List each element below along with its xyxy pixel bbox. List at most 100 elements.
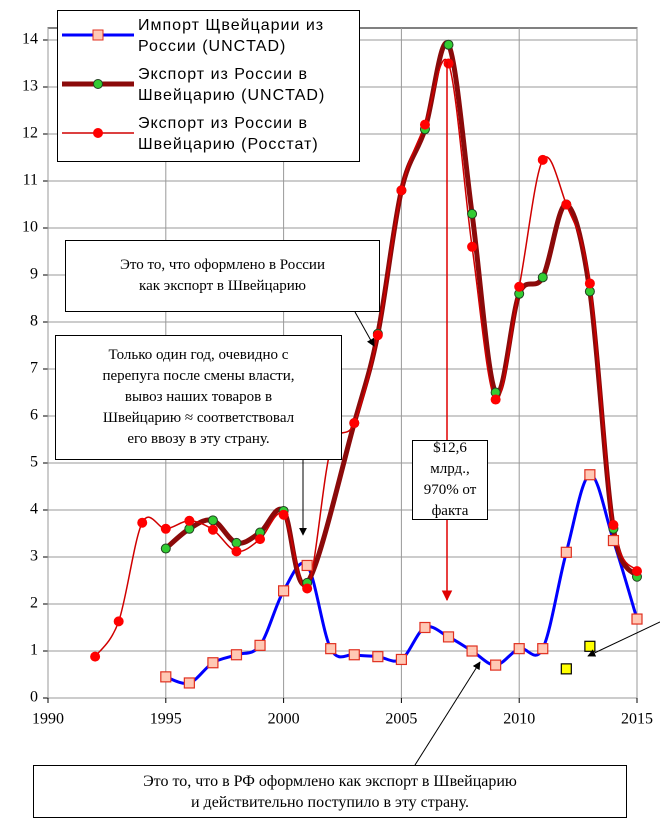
annotation: $12,6 млрд., 970% от факта <box>412 440 488 520</box>
legend-marker <box>93 79 103 89</box>
annotation-line: Швейцарию ≈ соответствовал <box>102 410 295 426</box>
point <box>490 659 502 671</box>
point <box>302 583 313 594</box>
legend-swatch <box>62 79 134 89</box>
point <box>584 640 596 652</box>
series-line <box>94 58 638 658</box>
x-tick-label: 2000 <box>268 711 300 728</box>
point <box>607 534 620 547</box>
point <box>490 394 501 405</box>
legend-swatch <box>62 29 134 41</box>
legend-swatch <box>62 128 134 138</box>
point <box>560 546 572 558</box>
annotation-line: 970% от <box>423 482 477 498</box>
legend-label: Импорт Щвейцарии из России (UNCTAD) <box>138 16 325 55</box>
point <box>584 278 595 289</box>
annotation-line: и действительно поступило в эту страну. <box>190 793 470 811</box>
point <box>467 241 478 252</box>
y-tick-label: 8 <box>30 313 38 330</box>
point <box>584 469 596 481</box>
point <box>514 281 525 292</box>
point <box>537 643 549 655</box>
point <box>231 546 242 557</box>
point <box>348 649 360 661</box>
y-tick-label: 0 <box>30 689 38 706</box>
y-tick-label: 13 <box>22 78 38 95</box>
y-tick-label: 14 <box>22 31 38 48</box>
point <box>207 657 219 669</box>
arrow <box>354 311 375 347</box>
point <box>632 566 642 577</box>
point <box>278 509 289 520</box>
annotation-line: Это то, что в РФ оформлено как экспорт в… <box>143 772 517 790</box>
annotation-line: Это то, что оформлено в России <box>120 257 325 273</box>
point <box>254 639 266 651</box>
point <box>113 616 124 627</box>
point <box>230 649 243 661</box>
y-tick-label: 5 <box>30 454 38 471</box>
y-tick-label: 9 <box>30 266 38 283</box>
y-tick-label: 12 <box>22 125 38 142</box>
x-tick-label: 1990 <box>32 711 64 728</box>
point <box>395 653 407 666</box>
x-tick-label: 1995 <box>150 711 182 728</box>
x-tick-label: 2010 <box>503 711 535 728</box>
point <box>537 272 548 283</box>
x-tick-label: 2015 <box>621 711 653 728</box>
annotation-line: вывоз наших товаров в <box>124 389 273 405</box>
y-tick-label: 7 <box>30 360 38 377</box>
legend-item: Экспорт из России в Швейцарию (UNCTAD) <box>58 60 359 109</box>
point <box>372 651 384 663</box>
point <box>90 651 101 662</box>
annotation-line: перепуга после смены власти, <box>102 368 295 384</box>
point <box>560 663 572 675</box>
annotation-line: факта <box>431 503 469 519</box>
point <box>372 330 383 341</box>
point <box>184 515 195 526</box>
point <box>419 119 430 130</box>
legend-item: Экспорт из России в Швейцарию (Росстат) <box>58 109 359 158</box>
y-tick-label: 11 <box>23 172 38 189</box>
legend-marker <box>93 128 103 138</box>
arrow <box>414 661 481 766</box>
point <box>160 543 171 554</box>
point <box>443 58 454 69</box>
point <box>207 524 218 535</box>
point <box>631 613 643 625</box>
y-tick-label: 4 <box>30 501 38 518</box>
legend-item: Импорт Щвейцарии из России (UNCTAD) <box>58 11 359 60</box>
legend-label: Экспорт из России в Швейцарию (UNCTAD) <box>138 65 326 104</box>
point <box>467 208 478 219</box>
point <box>301 559 313 572</box>
point <box>183 677 195 689</box>
y-tick-label: 6 <box>30 407 38 424</box>
point <box>513 643 525 655</box>
point <box>160 671 172 683</box>
point <box>442 631 455 643</box>
annotation-line: как экспорт в Швейцарию <box>139 278 306 294</box>
annotation: Это то, что в РФ оформлено как экспорт в… <box>33 765 627 818</box>
annotation-line: Только один год, очевидно с <box>108 347 289 363</box>
point <box>160 523 171 534</box>
point <box>349 418 360 429</box>
y-tick-label: 10 <box>22 219 38 236</box>
point <box>443 39 454 50</box>
x-tick-label: 2005 <box>385 711 417 728</box>
point <box>137 517 148 528</box>
point <box>255 534 266 545</box>
point <box>466 645 478 657</box>
point <box>537 154 548 165</box>
point <box>419 621 431 634</box>
annotation-line: его ввозу в эту страну. <box>127 431 270 447</box>
y-tick-label: 2 <box>30 595 38 612</box>
annotation: Только один год, очевидно с перепуга посл… <box>55 335 342 460</box>
legend: Импорт Щвейцарии из России (UNCTAD) Экспо… <box>57 10 360 162</box>
point <box>207 515 218 526</box>
arrow <box>587 621 660 657</box>
annotation-line: $12,6 млрд., <box>430 440 470 477</box>
y-tick-label: 1 <box>30 642 38 659</box>
point <box>608 520 619 531</box>
y-tick-label: 3 <box>30 548 38 565</box>
point <box>396 185 407 196</box>
